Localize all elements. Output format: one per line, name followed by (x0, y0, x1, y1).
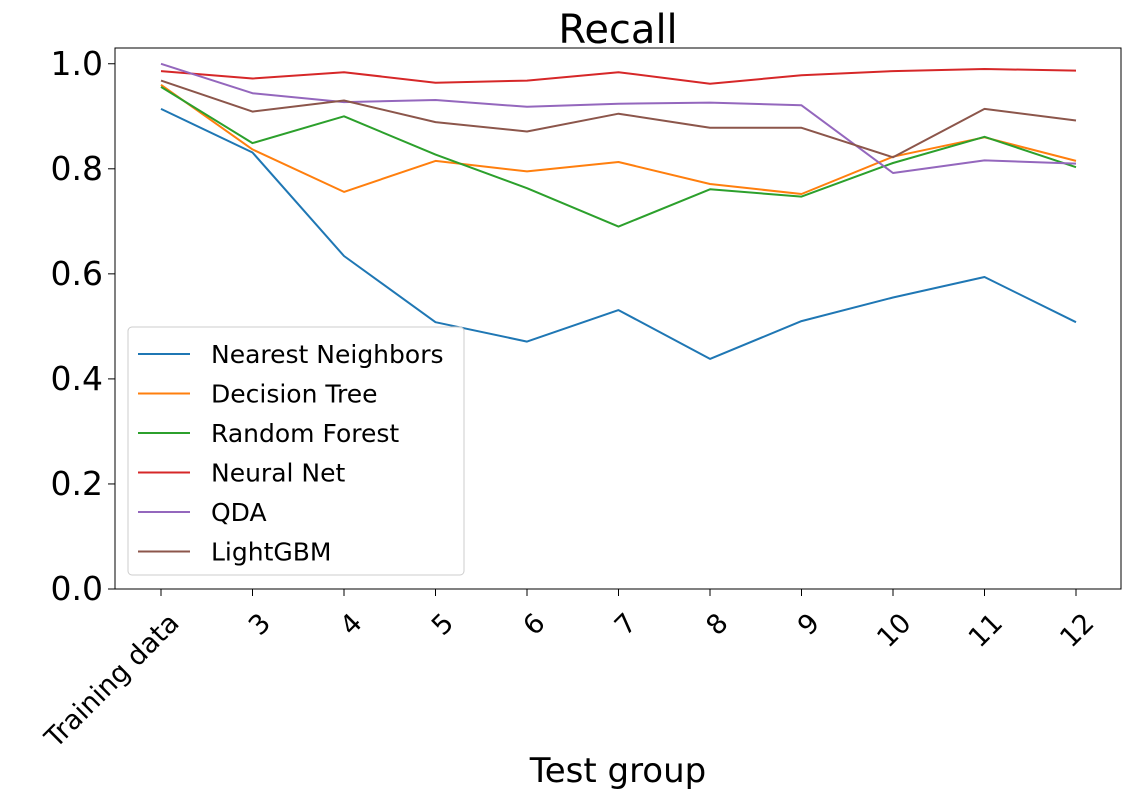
x-tick-label: 10 (871, 608, 917, 654)
y-tick-label: 0.4 (51, 359, 103, 398)
y-tick-label: 0.8 (51, 149, 103, 188)
legend-box (127, 326, 465, 576)
chart-title: Recall (558, 7, 677, 53)
x-tick-label: 6 (517, 608, 551, 642)
x-tick-label: 7 (609, 608, 643, 642)
x-tick-label: 3 (243, 608, 277, 642)
series-line-neural-net (160, 68, 1077, 85)
y-tick-label: 0.6 (51, 254, 103, 293)
legend-label: Nearest Neighbors (211, 340, 444, 369)
series-line-nearest-neighbors (160, 107, 1077, 360)
x-tick-label: 8 (700, 608, 734, 642)
legend-label: Random Forest (211, 419, 399, 448)
x-tick-label: Training data (38, 608, 185, 755)
plot-area (160, 62, 1077, 360)
x-tick-label: 12 (1054, 608, 1100, 654)
x-tick-label: 11 (963, 608, 1009, 654)
x-tick-label: 9 (792, 608, 826, 642)
series-line-lightgbm (160, 79, 1077, 159)
legend-label: LightGBM (211, 538, 331, 567)
series-line-qda (160, 62, 1077, 174)
y-tick-label: 0.2 (51, 464, 103, 503)
y-tick-label: 0.0 (51, 569, 103, 608)
x-tick-label: 4 (334, 608, 368, 642)
legend-label: QDA (211, 498, 267, 527)
legend-label: Neural Net (211, 459, 345, 488)
x-tick-label: 5 (426, 608, 460, 642)
series-line-decision-tree (160, 83, 1077, 195)
x-axis-label: Test group (529, 751, 707, 791)
legend-label: Decision Tree (211, 380, 377, 409)
series-line-random-forest (160, 86, 1077, 228)
legend: Nearest Neighbors Decision Tree Random For… (127, 326, 465, 576)
y-tick-label: 1.0 (51, 44, 103, 83)
